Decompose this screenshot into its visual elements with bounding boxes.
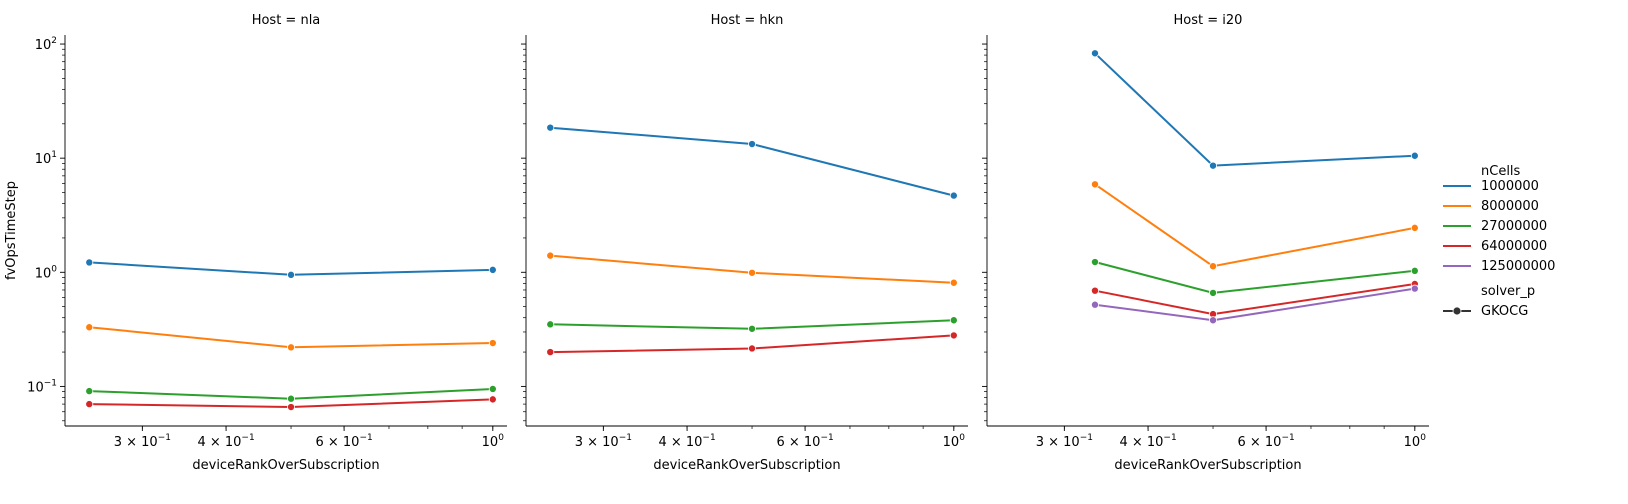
legend-label: 8000000 — [1481, 199, 1539, 214]
x-tick-label: 3 × 10−1 — [1036, 433, 1093, 450]
x-tick-label: 100 — [1404, 433, 1427, 450]
x-tick-label: 4 × 10−1 — [658, 433, 715, 450]
legend-title-ncells: nCells — [1481, 164, 1521, 179]
legend-label: 64000000 — [1481, 239, 1547, 254]
data-point-64000000 — [1090, 286, 1099, 295]
series-line-27000000 — [1094, 261, 1415, 294]
data-point-8000000 — [546, 251, 555, 260]
data-point-27000000 — [287, 394, 296, 403]
data-point-27000000 — [748, 324, 757, 333]
series-line-125000000 — [1094, 287, 1415, 322]
data-point-1000000 — [488, 265, 497, 274]
data-point-1000000 — [1410, 151, 1419, 160]
data-point-8000000 — [949, 278, 958, 287]
data-point-64000000 — [85, 400, 94, 409]
data-point-125000000 — [1410, 284, 1419, 293]
x-tick-label: 4 × 10−1 — [1119, 433, 1176, 450]
data-point-64000000 — [748, 344, 757, 353]
data-point-64000000 — [949, 331, 958, 340]
data-point-8000000 — [1209, 262, 1218, 271]
series-line-1000000 — [1094, 52, 1415, 167]
y-axis-label: fvOpsTimeStep — [4, 181, 19, 280]
data-point-27000000 — [488, 384, 497, 393]
x-tick-label: 6 × 10−1 — [315, 433, 372, 450]
x-tick-label: 6 × 10−1 — [776, 433, 833, 450]
data-point-27000000 — [1090, 258, 1099, 267]
panel-title: Host = nla — [252, 13, 321, 28]
x-axis-label: deviceRankOverSubscription — [653, 458, 840, 473]
panel-2: Host = hkn 3 × 10−1 4 × 10−1 6 × 10−1 100 dev… — [521, 13, 968, 473]
data-point-27000000 — [1209, 288, 1218, 297]
data-point-1000000 — [1090, 49, 1099, 58]
data-point-27000000 — [949, 316, 958, 325]
panel-3: Host = i20 3 × 10−1 4 × 10−1 6 × 10−1 100 dev… — [982, 13, 1429, 473]
data-point-64000000 — [546, 348, 555, 357]
data-point-8000000 — [748, 268, 757, 277]
y-tick-label: 101 — [35, 150, 57, 167]
data-point-8000000 — [1090, 180, 1099, 189]
data-point-8000000 — [85, 323, 94, 332]
data-point-1000000 — [287, 270, 296, 279]
x-axis-label: deviceRankOverSubscription — [1114, 458, 1301, 473]
series-line-1000000 — [550, 126, 955, 197]
legend-label: 1000000 — [1481, 179, 1539, 194]
x-tick-label: 3 × 10−1 — [575, 433, 632, 450]
x-tick-label: 100 — [482, 433, 505, 450]
legend-style-label: GKOCG — [1481, 304, 1528, 319]
legend-label: 125000000 — [1481, 259, 1555, 274]
legend-style-marker — [1452, 306, 1462, 316]
x-tick-label: 6 × 10−1 — [1237, 433, 1294, 450]
x-tick-label: 100 — [943, 433, 966, 450]
data-point-1000000 — [85, 258, 94, 267]
data-point-125000000 — [1209, 316, 1218, 325]
data-point-125000000 — [1090, 300, 1099, 309]
legend-label: 27000000 — [1481, 219, 1547, 234]
x-tick-label: 3 × 10−1 — [114, 433, 171, 450]
data-point-1000000 — [748, 140, 757, 149]
panel-1: Host = nla 10−1 100 101 102 3 × 10−1 4 × 10−1 6… — [27, 13, 507, 473]
panel-title: Host = hkn — [711, 13, 784, 28]
legend-title-solver: solver_p — [1481, 284, 1535, 299]
y-tick-label: 100 — [35, 264, 58, 281]
y-tick-label: 10−1 — [27, 378, 57, 395]
x-axis-label: deviceRankOverSubscription — [192, 458, 379, 473]
data-point-1000000 — [546, 123, 555, 132]
data-point-1000000 — [949, 191, 958, 200]
data-point-8000000 — [287, 343, 296, 352]
series-line-8000000 — [1094, 183, 1415, 268]
data-point-1000000 — [1209, 161, 1218, 170]
data-point-27000000 — [546, 320, 555, 329]
data-point-64000000 — [488, 395, 497, 404]
data-point-27000000 — [1410, 266, 1419, 275]
data-point-27000000 — [85, 387, 94, 396]
data-point-8000000 — [488, 339, 497, 348]
data-point-64000000 — [287, 403, 296, 412]
y-tick-label: 102 — [35, 36, 57, 53]
data-point-8000000 — [1410, 223, 1419, 232]
panel-title: Host = i20 — [1174, 13, 1243, 28]
x-tick-label: 4 × 10−1 — [197, 433, 254, 450]
